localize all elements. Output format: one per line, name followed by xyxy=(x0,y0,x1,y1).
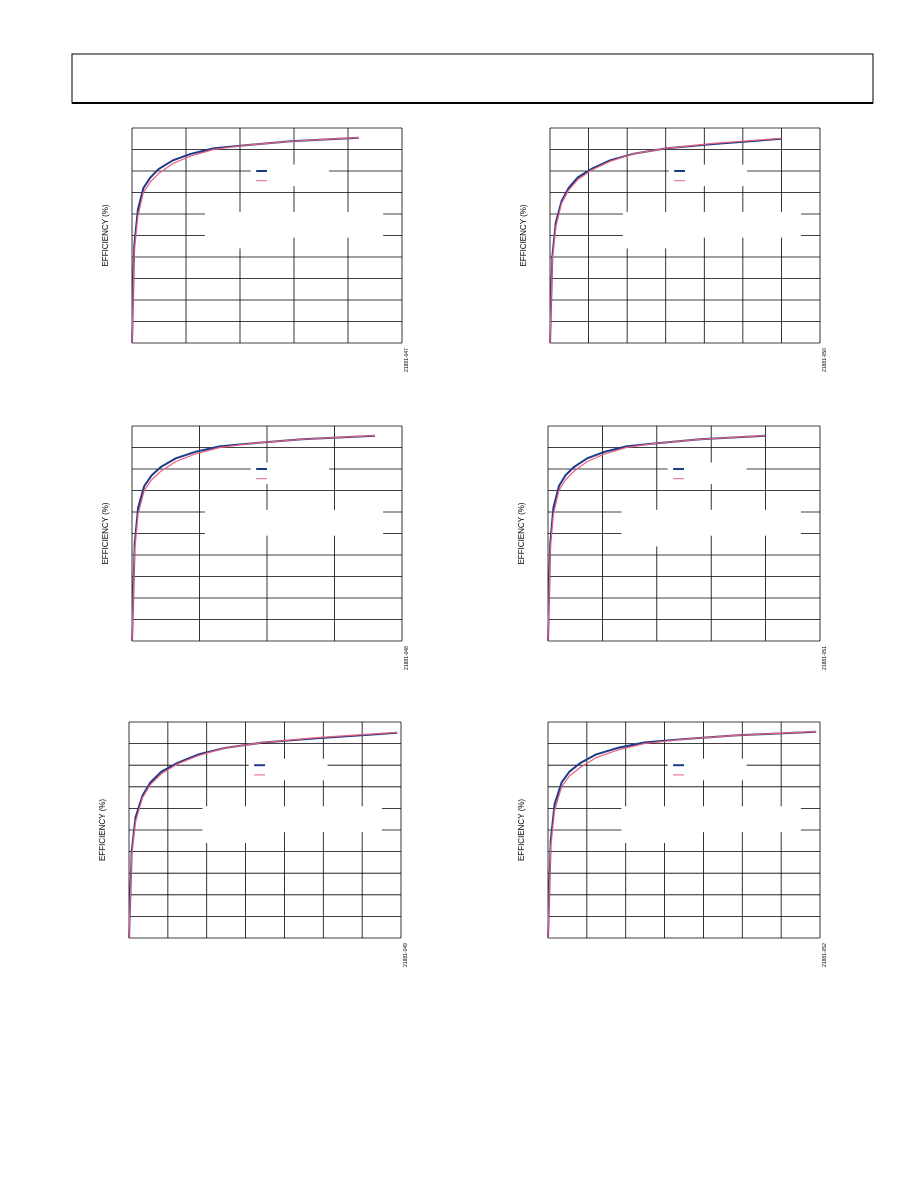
annotation-area xyxy=(204,509,384,536)
annotation-area xyxy=(202,806,382,833)
figure-id: 21881-048 xyxy=(404,646,410,670)
y-axis-label: EFFICIENCY (%) xyxy=(98,799,107,861)
figure-id: 21881-049 xyxy=(403,943,409,967)
series-line xyxy=(547,730,817,939)
figure-id: 21881-052 xyxy=(822,943,828,967)
annotation-area xyxy=(204,211,384,238)
legend-area xyxy=(667,758,747,781)
legend-area xyxy=(250,462,330,485)
y-axis-label: EFFICIENCY (%) xyxy=(101,204,110,266)
annotation-area xyxy=(621,830,676,843)
annotation-area xyxy=(622,211,802,238)
annotation-area xyxy=(204,533,259,547)
figure-id: 21881-050 xyxy=(822,348,828,372)
series-line xyxy=(128,731,398,939)
legend-area xyxy=(248,758,328,781)
series-line xyxy=(131,136,359,344)
series-line xyxy=(547,434,766,642)
legend-area xyxy=(250,164,330,187)
figure-id: 21881-051 xyxy=(822,646,828,670)
annotation-area xyxy=(621,806,801,833)
series-line xyxy=(549,137,782,344)
figure-id: 21881-047 xyxy=(404,348,410,372)
header-box xyxy=(71,53,874,104)
legend-area xyxy=(667,462,747,485)
y-axis-label: EFFICIENCY (%) xyxy=(101,502,110,564)
y-axis-label: EFFICIENCY (%) xyxy=(519,204,528,266)
series-line xyxy=(131,434,376,642)
annotation-area xyxy=(621,509,801,536)
annotation-area xyxy=(621,533,676,547)
annotation-area xyxy=(202,830,257,843)
annotation-area xyxy=(204,235,259,249)
y-axis-label: EFFICIENCY (%) xyxy=(517,799,526,861)
annotation-area xyxy=(622,235,677,249)
legend-area xyxy=(668,164,748,187)
y-axis-label: EFFICIENCY (%) xyxy=(517,502,526,564)
